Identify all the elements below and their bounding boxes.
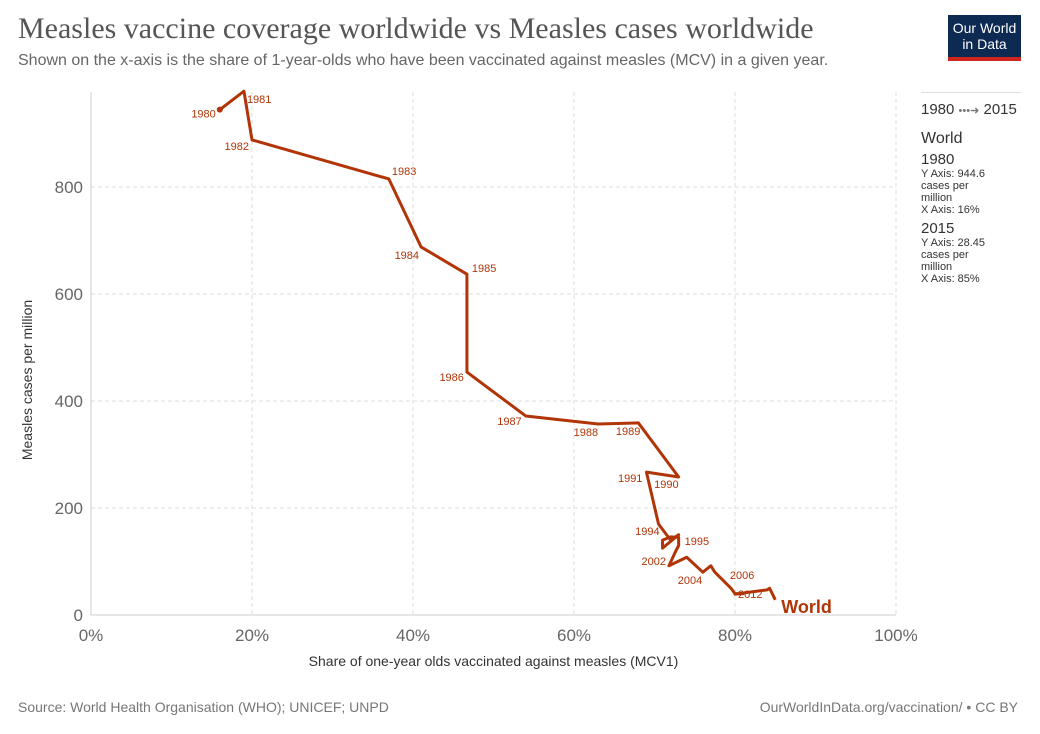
legend-start-y: Y Axis: 944.6 <box>921 168 986 180</box>
point-label: 1989 <box>616 426 640 438</box>
y-tick-label: 600 <box>55 285 83 304</box>
legend-start-unit: cases per million <box>921 180 969 204</box>
owid-logo[interactable]: Our World in Data <box>948 15 1021 61</box>
point-label: 2006 <box>730 570 754 582</box>
x-tick-label: 0% <box>79 626 104 645</box>
x-tick-label: 20% <box>235 626 269 645</box>
legend-end-year: 2015 <box>921 220 955 237</box>
legend-panel: 1980 •••➜ 2015 World 1980 Y Axis: 944.6 … <box>921 92 1039 285</box>
point-label: 1986 <box>439 372 463 384</box>
point-label: 2002 <box>642 556 666 568</box>
y-axis-label: Measles cases per million <box>19 300 35 460</box>
chart-title: Measles vaccine coverage worldwide vs Me… <box>18 12 814 45</box>
point-label: 1983 <box>392 166 416 178</box>
point-label: 2012 <box>738 589 762 601</box>
point-label: 1994 <box>635 526 659 538</box>
point-label: 1981 <box>247 94 271 106</box>
point-label: 2004 <box>678 575 702 587</box>
point-label: 1991 <box>618 473 642 485</box>
point-label: 1982 <box>225 141 249 153</box>
credit-link[interactable]: OurWorldInData.org/vaccination/ • CC BY <box>759 699 1018 715</box>
chart-subtitle: Shown on the x-axis is the share of 1-ye… <box>18 52 829 69</box>
legend-start: 1980 <box>921 101 955 118</box>
arrow-icon: •••➜ <box>958 105 980 117</box>
legend-start-year: 1980 <box>921 151 955 168</box>
legend-start-x: X Axis: 16% <box>921 204 980 216</box>
point-label: 1995 <box>685 536 709 548</box>
point-label: 1988 <box>574 427 598 439</box>
y-tick-label: 200 <box>55 499 83 518</box>
point-label: 1990 <box>654 479 678 491</box>
legend-end-x: X Axis: 85% <box>921 273 980 285</box>
x-tick-label: 80% <box>718 626 752 645</box>
point-label: 1987 <box>497 416 521 428</box>
source-note: Source: World Health Organisation (WHO);… <box>18 699 389 715</box>
point-label: 1984 <box>395 250 419 262</box>
start-point <box>216 106 223 113</box>
legend-entity: World <box>921 130 963 147</box>
x-tick-label: 60% <box>557 626 591 645</box>
y-tick-label: 400 <box>55 392 83 411</box>
timeline-range[interactable]: 1980 •••➜ 2015 <box>921 101 1039 120</box>
series-label-world: World <box>781 597 832 617</box>
y-tick-label: 0 <box>74 606 83 625</box>
legend-end-y: Y Axis: 28.45 <box>921 237 986 249</box>
x-axis-label: Share of one-year olds vaccinated agains… <box>309 653 679 669</box>
point-label: 1985 <box>472 263 496 275</box>
legend-end-unit: cases per million <box>921 249 969 273</box>
y-tick-label: 800 <box>55 178 83 197</box>
point-label: 1980 <box>191 109 215 121</box>
series-line-world <box>218 89 777 601</box>
legend-end: 2015 <box>983 101 1017 118</box>
x-tick-label: 100% <box>874 626 917 645</box>
x-tick-label: 40% <box>396 626 430 645</box>
